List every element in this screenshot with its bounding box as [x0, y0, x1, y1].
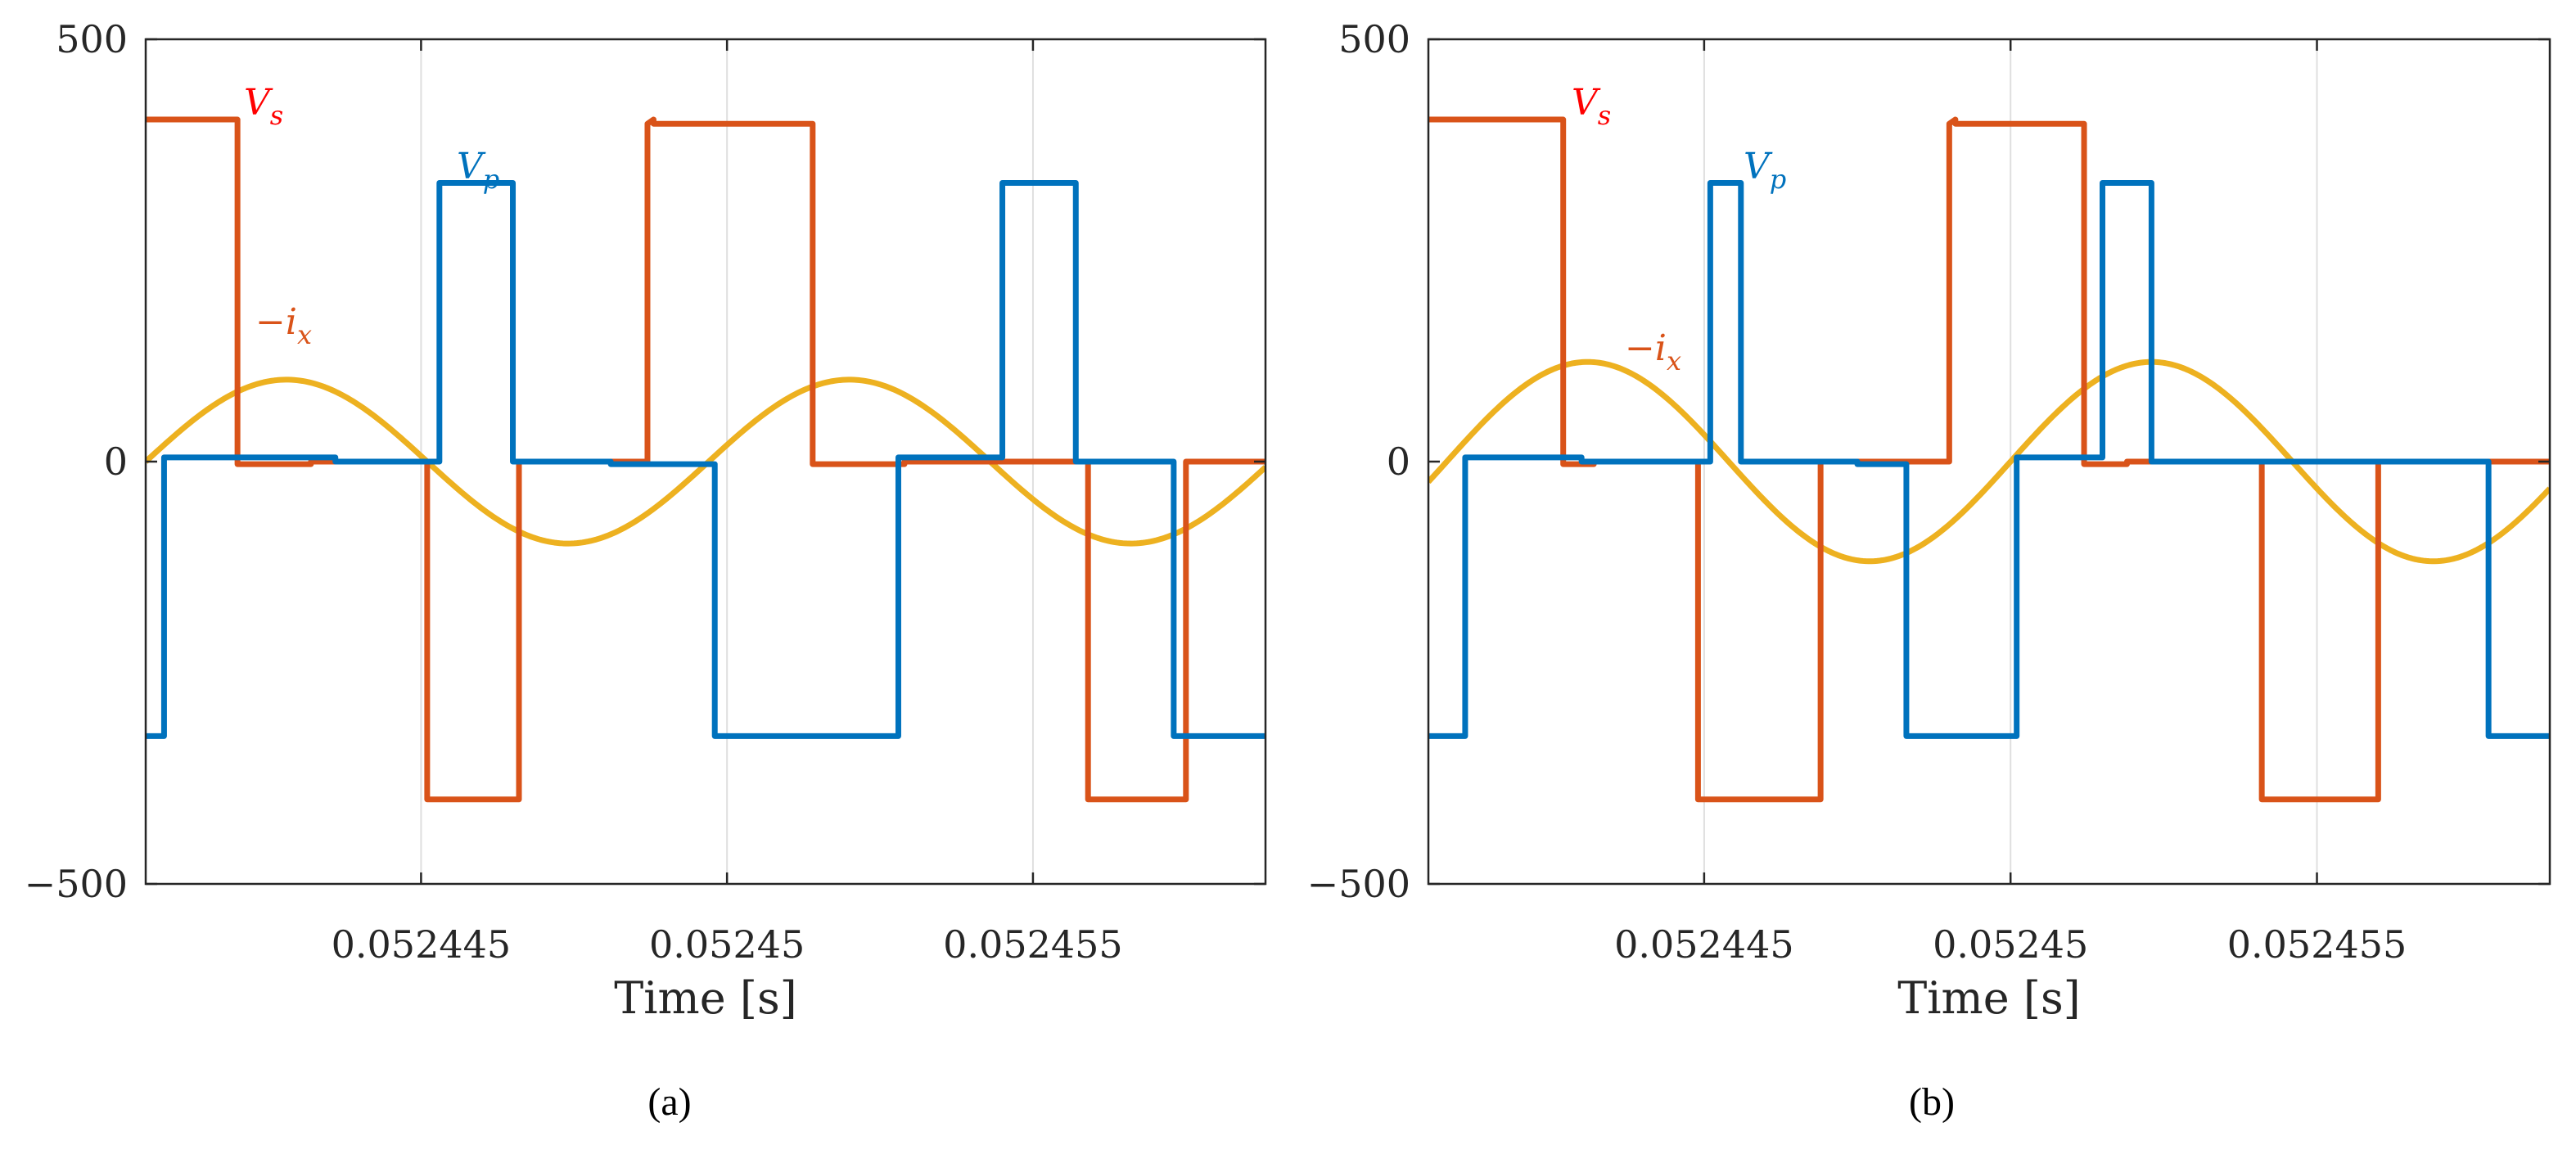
series-line-vp — [1428, 179, 2550, 739]
series-line-minus-ix — [1428, 358, 2550, 565]
series-annotation: Vp — [1744, 146, 1786, 195]
series-annotation: Vs — [244, 82, 283, 131]
y-tick-label: 0 — [1387, 440, 1410, 484]
x-tick-label: 0.05245 — [649, 922, 805, 967]
y-tick-label: −500 — [25, 862, 128, 906]
x-tick-label: 0.052455 — [943, 922, 1123, 967]
x-tick-label: 0.052445 — [332, 922, 512, 967]
series-annotation: Vp — [457, 146, 499, 195]
x-tick-label: 0.05245 — [1933, 922, 2088, 967]
series-line-vp — [146, 179, 1265, 739]
series-group — [1428, 116, 2550, 803]
series-line-vs — [146, 116, 1265, 803]
series-annotation: −ix — [1625, 327, 1681, 376]
x-axis-title: Time [s] — [1897, 972, 2080, 1024]
panel-label: (b) — [1909, 1080, 1955, 1124]
series-annotation: Vs — [1572, 82, 1611, 131]
x-tick-label: 0.052455 — [2227, 922, 2407, 967]
y-tick-label: −500 — [1307, 862, 1410, 906]
y-tick-label: 0 — [104, 440, 128, 484]
series-group — [146, 116, 1265, 803]
series-annotation: −ix — [255, 301, 312, 350]
x-tick-label: 0.052445 — [1614, 922, 1794, 967]
panel-b: 0.052445 0.05245 0.052455 −500 0 500 Time [s] V… — [1307, 17, 2551, 1124]
panel-label: (a) — [647, 1080, 691, 1124]
y-tick-label: 500 — [1338, 17, 1410, 61]
x-axis-title: Time [s] — [614, 972, 796, 1024]
panel-a: 0.052445 0.05245 0.052455 −500 0 500 Time [s] V… — [25, 17, 1267, 1124]
y-tick-label: 500 — [56, 17, 128, 61]
